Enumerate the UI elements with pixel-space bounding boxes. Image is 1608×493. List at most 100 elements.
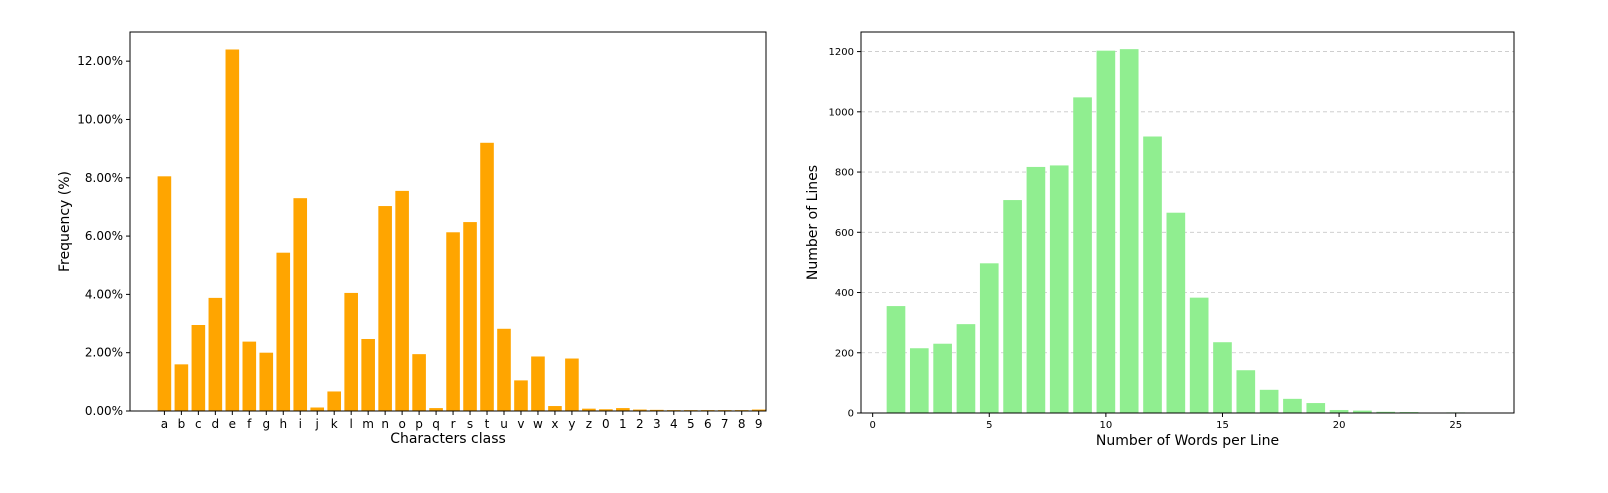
- char-x-tick-label: y: [568, 417, 575, 431]
- char-bar-r: [446, 232, 460, 411]
- words-bar-10: [1096, 50, 1116, 413]
- words-bar-20: [1329, 409, 1349, 413]
- char-bar-j: [310, 407, 325, 411]
- char-x-tick-label: f: [247, 417, 252, 431]
- words-bar-6: [1003, 200, 1022, 413]
- char-x-tick-label: 3: [653, 417, 661, 431]
- char-x-tick-label: b: [178, 417, 186, 431]
- char-y-tick-label: 12.00%: [77, 54, 123, 68]
- char-x-tick-label: 4: [670, 417, 678, 431]
- char-bar-n: [378, 206, 392, 411]
- words-x-axis-label: Number of Words per Line: [1096, 433, 1279, 449]
- char-bar-h: [276, 252, 291, 411]
- words-per-line-chart: 0 200 400 600 800 1000 1200 0 5 10 15 20 25 Number …: [805, 31, 1515, 449]
- words-x-ticks: 0 5 10 15 20 25: [869, 413, 1462, 431]
- words-bar-16: [1236, 370, 1256, 413]
- char-x-tick-label: h: [279, 417, 287, 431]
- char-bar-u: [497, 328, 511, 411]
- char-x-tick-label: 7: [721, 417, 729, 431]
- char-x-tick-label: 9: [755, 417, 763, 431]
- words-y-tick-label: 1200: [829, 47, 854, 58]
- char-bar-b: [174, 364, 189, 411]
- char-x-tick-label: 8: [738, 417, 746, 431]
- char-y-axis-label: Frequency (%): [57, 171, 73, 272]
- char-x-tick-label: j: [315, 417, 319, 431]
- char-x-tick-label: m: [362, 417, 374, 431]
- char-bar-q: [429, 408, 443, 411]
- char-bar-d: [208, 297, 223, 411]
- char-bar-m: [361, 338, 375, 411]
- char-x-tick-label: 0: [602, 417, 610, 431]
- char-bar-2: [633, 409, 647, 411]
- words-y-axis-label: Number of Lines: [805, 165, 821, 280]
- char-bar-c: [191, 324, 206, 411]
- char-bar-9: [751, 409, 766, 411]
- words-x-tick-label: 25: [1449, 420, 1462, 431]
- char-x-tick-label: 1: [619, 417, 627, 431]
- char-y-ticks: 0.00% 2.00% 4.00% 6.00% 8.00% 10.00% 12.00%: [77, 54, 130, 418]
- char-x-tick-label: k: [331, 417, 338, 431]
- words-bar-21: [1353, 410, 1372, 413]
- words-bar-1: [886, 306, 906, 413]
- words-bar-15: [1213, 342, 1232, 413]
- char-bar-o: [395, 190, 409, 411]
- char-x-tick-label: 6: [704, 417, 712, 431]
- words-x-tick-label: 15: [1216, 420, 1229, 431]
- char-x-tick-label: e: [229, 417, 236, 431]
- char-bar-k: [327, 391, 341, 411]
- char-bar-s: [463, 222, 477, 411]
- char-y-tick-label: 0.00%: [85, 404, 123, 418]
- char-bar-v: [514, 380, 528, 411]
- char-bar-0: [599, 409, 613, 411]
- char-x-tick-label: 5: [687, 417, 695, 431]
- words-bar-19: [1306, 403, 1326, 413]
- char-y-tick-label: 6.00%: [85, 229, 123, 243]
- char-x-tick-label: c: [195, 417, 202, 431]
- char-x-tick-label: i: [299, 417, 302, 431]
- char-x-tick-label: q: [432, 417, 440, 431]
- words-bar-18: [1283, 398, 1302, 413]
- words-bar-12: [1143, 136, 1162, 413]
- words-y-tick-label: 0: [848, 409, 854, 420]
- words-bar-9: [1073, 97, 1092, 414]
- char-x-tick-label: g: [262, 417, 270, 431]
- words-y-tick-label: 800: [835, 168, 854, 179]
- char-bar-f: [242, 341, 257, 411]
- char-x-tick-label: v: [517, 417, 524, 431]
- char-x-tick-label: x: [551, 417, 558, 431]
- words-x-tick-label: 10: [1100, 420, 1113, 431]
- char-x-tick-label: t: [485, 417, 490, 431]
- words-bar-14: [1189, 297, 1209, 413]
- words-y-ticks: 0 200 400 600 800 1000 1200: [829, 47, 861, 420]
- char-x-tick-label: p: [415, 417, 423, 431]
- words-bar-17: [1259, 389, 1279, 413]
- char-bar-z: [582, 408, 596, 411]
- char-x-tick-label: u: [500, 417, 508, 431]
- words-y-tick-label: 600: [835, 228, 854, 239]
- char-x-tick-label: n: [381, 417, 389, 431]
- char-x-tick-label: s: [467, 417, 473, 431]
- char-x-tick-label: a: [161, 417, 168, 431]
- char-bar-g: [259, 352, 274, 411]
- char-bar-w: [531, 356, 545, 411]
- char-bar-x: [548, 406, 562, 411]
- words-x-tick-label: 5: [986, 420, 992, 431]
- char-bar-i: [293, 198, 308, 411]
- char-bar-t: [480, 142, 494, 412]
- char-bar-e: [225, 49, 240, 411]
- words-bar-3: [933, 343, 952, 413]
- words-plot-frame: [860, 31, 1515, 414]
- words-bar-2: [909, 348, 929, 413]
- words-bar-8: [1049, 165, 1069, 413]
- words-y-tick-label: 400: [835, 288, 854, 299]
- char-plot-frame: [129, 31, 767, 412]
- char-y-tick-label: 10.00%: [77, 112, 123, 126]
- char-bar-p: [412, 354, 426, 411]
- char-x-axis-label: Characters class: [390, 431, 506, 447]
- char-bar-l: [344, 292, 358, 411]
- words-bar-11: [1119, 49, 1139, 413]
